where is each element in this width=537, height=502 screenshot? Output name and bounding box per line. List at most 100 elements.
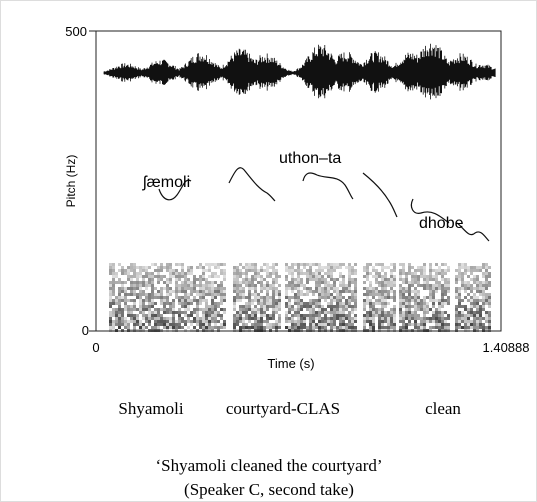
spectrogram-cell bbox=[300, 284, 303, 287]
spectrogram-cell bbox=[187, 320, 190, 323]
spectrogram-cell bbox=[411, 281, 414, 284]
spectrogram-cell bbox=[288, 281, 291, 284]
spectrogram-cell bbox=[211, 311, 214, 314]
spectrogram-cell bbox=[124, 326, 127, 329]
spectrogram-cell bbox=[417, 296, 420, 299]
spectrogram-cell bbox=[130, 311, 133, 314]
spectrogram-cell bbox=[411, 305, 414, 308]
spectrogram-cell bbox=[291, 284, 294, 287]
spectrogram-cell bbox=[154, 287, 157, 290]
spectrogram-cell bbox=[251, 299, 254, 302]
spectrogram-cell bbox=[121, 314, 124, 317]
spectrogram-cell bbox=[254, 293, 257, 296]
spectrogram-cell bbox=[321, 269, 324, 272]
spectrogram-cell bbox=[263, 308, 266, 311]
spectrogram-cell bbox=[375, 287, 378, 290]
spectrogram-cell bbox=[429, 266, 432, 269]
spectrogram-cell bbox=[384, 287, 387, 290]
spectrogram-cell bbox=[172, 311, 175, 314]
spectrogram-cell bbox=[405, 317, 408, 320]
spectrogram-cell bbox=[488, 323, 491, 326]
spectrogram-cell bbox=[278, 302, 281, 305]
spectrogram-cell bbox=[423, 302, 426, 305]
spectrogram-cell bbox=[266, 305, 269, 308]
spectrogram-cell bbox=[399, 299, 402, 302]
spectrogram-cell bbox=[402, 320, 405, 323]
spectrogram-cell bbox=[476, 299, 479, 302]
spectrogram-cell bbox=[411, 299, 414, 302]
spectrogram-cell bbox=[476, 308, 479, 311]
spectrogram-cell bbox=[381, 326, 384, 329]
spectrogram-cell bbox=[242, 272, 245, 275]
spectrogram-cell bbox=[248, 296, 251, 299]
spectrogram-cell bbox=[405, 311, 408, 314]
spectrogram-cell bbox=[263, 278, 266, 281]
spectrogram-cell bbox=[297, 287, 300, 290]
spectrogram-cell bbox=[333, 281, 336, 284]
spectrogram-cell bbox=[239, 287, 242, 290]
spectrogram-cell bbox=[455, 314, 458, 317]
spectrogram-cell bbox=[263, 296, 266, 299]
spectrogram-cell bbox=[263, 263, 266, 266]
spectrogram-cell bbox=[366, 302, 369, 305]
spectrogram-cell bbox=[220, 281, 223, 284]
spectrogram-cell bbox=[285, 326, 288, 329]
spectrogram-cell bbox=[145, 284, 148, 287]
spectrogram-cell bbox=[339, 326, 342, 329]
spectrogram-cell bbox=[309, 290, 312, 293]
spectrogram-cell bbox=[348, 317, 351, 320]
spectrogram-cell bbox=[275, 326, 278, 329]
spectrogram-cell bbox=[333, 284, 336, 287]
spectrogram-cell bbox=[381, 296, 384, 299]
spectrogram-cell bbox=[184, 314, 187, 317]
spectrogram-cell bbox=[438, 281, 441, 284]
spectrogram-cell bbox=[417, 275, 420, 278]
spectrogram-cell bbox=[151, 290, 154, 293]
spectrogram-cell bbox=[205, 290, 208, 293]
spectrogram-cell bbox=[109, 305, 112, 308]
spectrogram-cell bbox=[217, 305, 220, 308]
spectrogram-cell bbox=[294, 302, 297, 305]
spectrogram-cell bbox=[354, 320, 357, 323]
spectrogram-cell bbox=[414, 320, 417, 323]
spectrogram-cell bbox=[345, 266, 348, 269]
spectrogram-cell bbox=[217, 275, 220, 278]
spectrogram-cell bbox=[399, 296, 402, 299]
spectrogram-cell bbox=[163, 326, 166, 329]
spectrogram-cell bbox=[266, 293, 269, 296]
gloss-word: Shyamoli bbox=[118, 399, 183, 418]
spectrogram-cell bbox=[248, 269, 251, 272]
spectrogram-cell bbox=[330, 287, 333, 290]
spectrogram-cell bbox=[148, 311, 151, 314]
spectrogram-cell bbox=[312, 323, 315, 326]
spectrogram-cell bbox=[464, 308, 467, 311]
spectrogram-cell bbox=[157, 296, 160, 299]
spectrogram-cell bbox=[438, 326, 441, 329]
spectrogram-cell bbox=[464, 317, 467, 320]
spectrogram-cell bbox=[354, 287, 357, 290]
spectrogram-cell bbox=[336, 263, 339, 266]
spectrogram-cell bbox=[476, 317, 479, 320]
spectrogram-cell bbox=[423, 323, 426, 326]
spectrogram-cell bbox=[133, 308, 136, 311]
spectrogram-cell bbox=[121, 272, 124, 275]
spectrogram-cell bbox=[441, 293, 444, 296]
spectrogram-cell bbox=[387, 290, 390, 293]
spectrogram-cell bbox=[306, 308, 309, 311]
spectrogram-cell bbox=[199, 263, 202, 266]
spectrogram-cell bbox=[405, 281, 408, 284]
spectrogram-cell bbox=[488, 302, 491, 305]
spectrogram-cell bbox=[239, 296, 242, 299]
spectrogram-cell bbox=[223, 278, 226, 281]
spectrogram-cell bbox=[196, 302, 199, 305]
spectrogram-cell bbox=[348, 305, 351, 308]
spectrogram-cell bbox=[444, 299, 447, 302]
spectrogram-cell bbox=[193, 290, 196, 293]
spectrogram-cell bbox=[402, 326, 405, 329]
spectrogram-cell bbox=[236, 323, 239, 326]
spectrogram-cell bbox=[342, 314, 345, 317]
spectrogram-cell bbox=[336, 299, 339, 302]
spectrogram-cell bbox=[405, 308, 408, 311]
spectrogram-cell bbox=[432, 269, 435, 272]
spectrogram-cell bbox=[309, 308, 312, 311]
